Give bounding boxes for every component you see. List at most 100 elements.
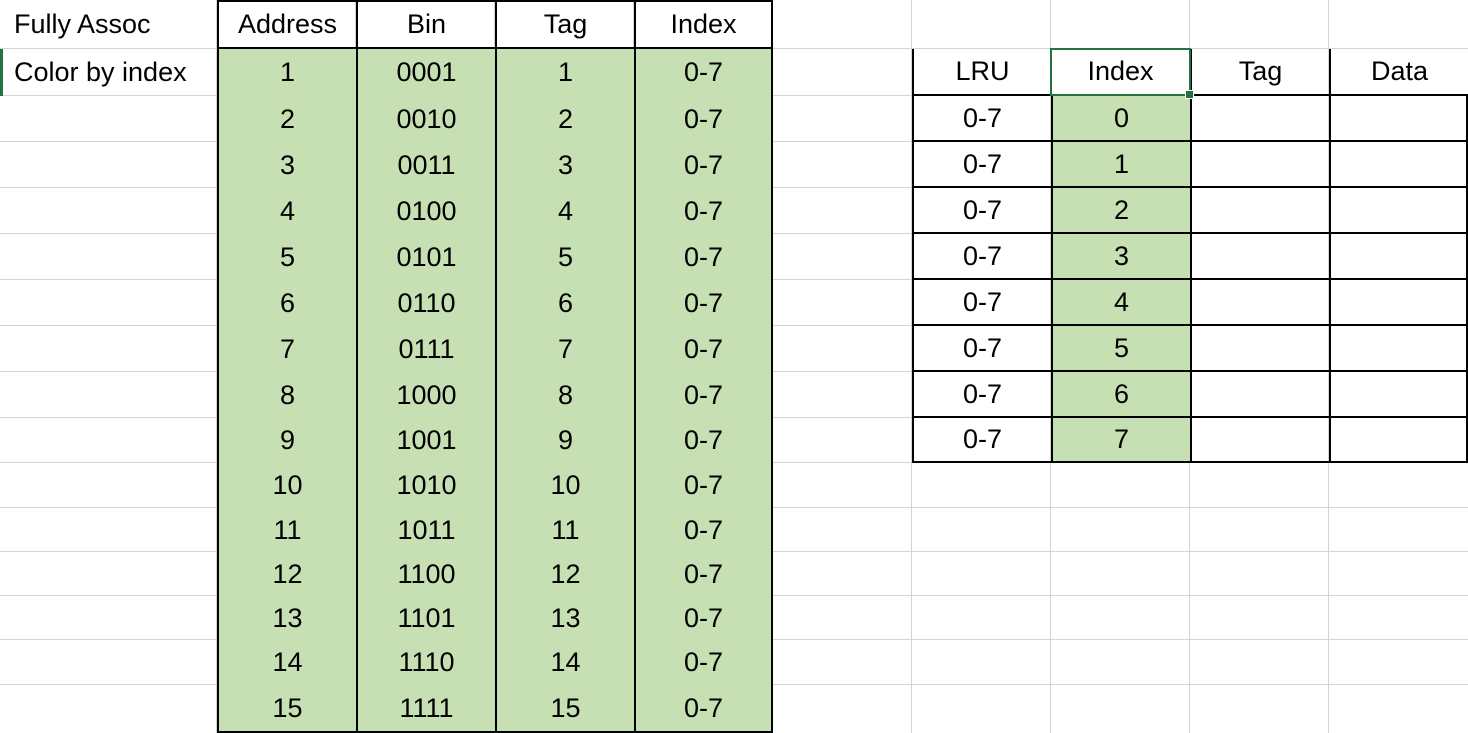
cache-table-cell-data[interactable] — [1329, 326, 1468, 372]
address-table-cell-bin[interactable]: 1010 — [356, 463, 495, 508]
address-table-cell-index[interactable]: 0-7 — [634, 280, 773, 326]
address-table-cell-tag[interactable]: 1 — [495, 49, 634, 96]
header-bin[interactable]: Bin — [356, 0, 495, 49]
cache-table-cell-index[interactable]: 1 — [1051, 142, 1190, 188]
cache-header-tag[interactable]: Tag — [1190, 49, 1329, 96]
cache-table-cell-index[interactable]: 5 — [1051, 326, 1190, 372]
address-table-cell-tag[interactable]: 2 — [495, 96, 634, 142]
address-table-cell-address[interactable]: 9 — [217, 418, 356, 463]
address-table-cell-address[interactable]: 10 — [217, 463, 356, 508]
cache-table-cell-index[interactable]: 6 — [1051, 372, 1190, 418]
cache-table-cell-lru[interactable]: 0-7 — [912, 96, 1051, 142]
address-table-cell-tag[interactable]: 7 — [495, 326, 634, 372]
cache-table-cell-lru[interactable]: 0-7 — [912, 188, 1051, 234]
label-fully-assoc[interactable]: Fully Assoc — [14, 9, 151, 39]
address-table-cell-address[interactable]: 11 — [217, 508, 356, 552]
cache-table-cell-lru[interactable]: 0-7 — [912, 142, 1051, 188]
address-table-cell-tag[interactable]: 13 — [495, 596, 634, 640]
address-table-cell-bin[interactable]: 1111 — [356, 685, 495, 733]
address-table-cell-bin[interactable]: 1101 — [356, 596, 495, 640]
cache-table-cell-index[interactable]: 2 — [1051, 188, 1190, 234]
address-table-cell-index[interactable]: 0-7 — [634, 96, 773, 142]
address-table-cell-bin[interactable]: 0001 — [356, 49, 495, 96]
address-table-cell-address[interactable]: 8 — [217, 372, 356, 418]
address-table-cell-bin[interactable]: 1110 — [356, 640, 495, 685]
cache-table-cell-lru[interactable]: 0-7 — [912, 372, 1051, 418]
cache-table-cell-index[interactable]: 0 — [1051, 96, 1190, 142]
cache-table-cell-index[interactable]: 4 — [1051, 280, 1190, 326]
header-index[interactable]: Index — [634, 0, 773, 49]
address-table-cell-index[interactable]: 0-7 — [634, 142, 773, 188]
address-table-cell-tag[interactable]: 11 — [495, 508, 634, 552]
cache-table-cell-tag[interactable] — [1190, 188, 1329, 234]
address-table-cell-bin[interactable]: 0110 — [356, 280, 495, 326]
cache-table-cell-data[interactable] — [1329, 372, 1468, 418]
address-table-cell-address[interactable]: 3 — [217, 142, 356, 188]
cache-table-cell-tag[interactable] — [1190, 280, 1329, 326]
address-table-cell-bin[interactable]: 0100 — [356, 188, 495, 234]
cache-table-cell-data[interactable] — [1329, 234, 1468, 280]
address-table-cell-bin[interactable]: 0101 — [356, 234, 495, 280]
cache-header-index[interactable]: Index — [1051, 49, 1190, 96]
address-table-cell-index[interactable]: 0-7 — [634, 596, 773, 640]
address-table-cell-bin[interactable]: 1011 — [356, 508, 495, 552]
address-table-cell-index[interactable]: 0-7 — [634, 188, 773, 234]
cache-header-data[interactable]: Data — [1329, 49, 1468, 96]
cache-table-cell-lru[interactable]: 0-7 — [912, 326, 1051, 372]
cache-table-cell-tag[interactable] — [1190, 142, 1329, 188]
label-color-by-index[interactable]: Color by index — [14, 57, 187, 87]
cache-table-cell-index[interactable]: 3 — [1051, 234, 1190, 280]
address-table-cell-address[interactable]: 13 — [217, 596, 356, 640]
header-tag[interactable]: Tag — [495, 0, 634, 49]
address-table-cell-tag[interactable]: 5 — [495, 234, 634, 280]
address-table-cell-address[interactable]: 15 — [217, 685, 356, 733]
address-table-cell-tag[interactable]: 6 — [495, 280, 634, 326]
address-table-cell-address[interactable]: 6 — [217, 280, 356, 326]
cache-table-cell-tag[interactable] — [1190, 96, 1329, 142]
address-table-cell-index[interactable]: 0-7 — [634, 326, 773, 372]
address-table-cell-bin[interactable]: 0010 — [356, 96, 495, 142]
cache-header-lru[interactable]: LRU — [912, 49, 1051, 96]
address-table-cell-tag[interactable]: 8 — [495, 372, 634, 418]
address-table-cell-tag[interactable]: 3 — [495, 142, 634, 188]
address-table-cell-address[interactable]: 4 — [217, 188, 356, 234]
header-address[interactable]: Address — [217, 0, 356, 49]
address-table-cell-bin[interactable]: 0011 — [356, 142, 495, 188]
cache-table-cell-lru[interactable]: 0-7 — [912, 234, 1051, 280]
cache-table-cell-data[interactable] — [1329, 142, 1468, 188]
address-table-cell-address[interactable]: 12 — [217, 552, 356, 596]
cache-table-cell-data[interactable] — [1329, 188, 1468, 234]
address-table-cell-tag[interactable]: 4 — [495, 188, 634, 234]
cache-table-cell-lru[interactable]: 0-7 — [912, 280, 1051, 326]
address-table-cell-tag[interactable]: 14 — [495, 640, 634, 685]
address-table-cell-address[interactable]: 1 — [217, 49, 356, 96]
address-table-cell-tag[interactable]: 15 — [495, 685, 634, 733]
cache-table-cell-data[interactable] — [1329, 96, 1468, 142]
address-table-cell-index[interactable]: 0-7 — [634, 372, 773, 418]
address-table-cell-address[interactable]: 2 — [217, 96, 356, 142]
cache-table-cell-tag[interactable] — [1190, 234, 1329, 280]
address-table-cell-index[interactable]: 0-7 — [634, 552, 773, 596]
address-table-cell-tag[interactable]: 9 — [495, 418, 634, 463]
address-table-cell-bin[interactable]: 0111 — [356, 326, 495, 372]
cache-table-cell-tag[interactable] — [1190, 372, 1329, 418]
address-table-cell-bin[interactable]: 1001 — [356, 418, 495, 463]
address-table-cell-address[interactable]: 7 — [217, 326, 356, 372]
address-table-cell-index[interactable]: 0-7 — [634, 234, 773, 280]
address-table-cell-address[interactable]: 5 — [217, 234, 356, 280]
cache-table-cell-tag[interactable] — [1190, 326, 1329, 372]
address-table-cell-bin[interactable]: 1000 — [356, 372, 495, 418]
address-table-cell-index[interactable]: 0-7 — [634, 508, 773, 552]
cache-table-cell-tag[interactable] — [1190, 418, 1329, 463]
address-table-cell-index[interactable]: 0-7 — [634, 685, 773, 733]
cache-table-cell-data[interactable] — [1329, 418, 1468, 463]
address-table-cell-index[interactable]: 0-7 — [634, 640, 773, 685]
cache-table-cell-index[interactable]: 7 — [1051, 418, 1190, 463]
address-table-cell-index[interactable]: 0-7 — [634, 463, 773, 508]
address-table-cell-bin[interactable]: 1100 — [356, 552, 495, 596]
address-table-cell-index[interactable]: 0-7 — [634, 49, 773, 96]
address-table-cell-tag[interactable]: 12 — [495, 552, 634, 596]
address-table-cell-tag[interactable]: 10 — [495, 463, 634, 508]
address-table-cell-address[interactable]: 14 — [217, 640, 356, 685]
